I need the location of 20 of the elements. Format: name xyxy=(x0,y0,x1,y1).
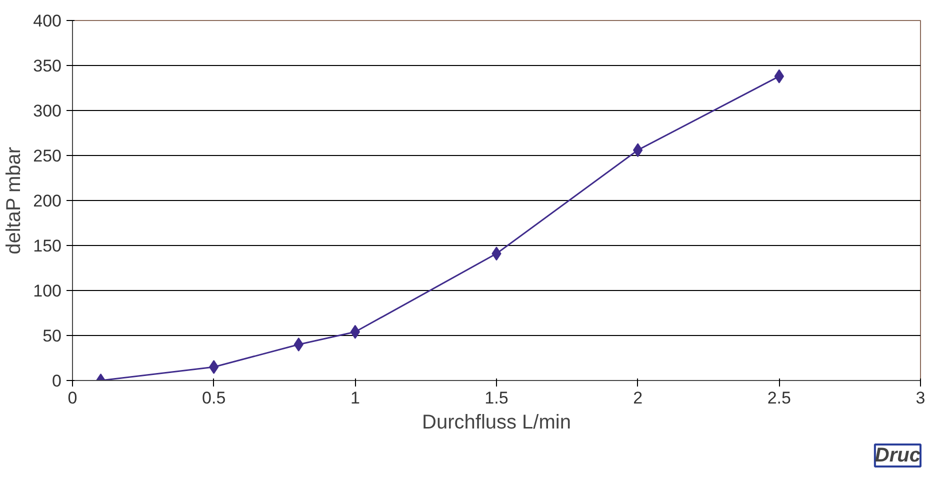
y-tick-label: 250 xyxy=(33,146,62,166)
point xyxy=(294,338,304,352)
y-tick-label: 100 xyxy=(33,282,62,300)
x-axis-title: Durchfluss L/min xyxy=(422,412,571,434)
y-axis-title: deltaP mbar xyxy=(3,146,26,254)
x-tick-label: 2.5 xyxy=(767,388,791,408)
y-tick-label: 0 xyxy=(52,372,62,390)
x-tick-label: 2 xyxy=(633,388,643,408)
y-tick-label: 200 xyxy=(33,192,62,210)
y-tick-label: 50 xyxy=(42,326,62,346)
y-tick-label: 300 xyxy=(33,102,62,120)
point xyxy=(209,360,219,374)
x-tick-label: 3 xyxy=(916,388,926,408)
y-tick-label: 400 xyxy=(33,12,62,30)
y-tick-label: 350 xyxy=(33,56,62,76)
y-tick-label: 150 xyxy=(33,236,62,256)
x-tick-label: 0.5 xyxy=(202,388,226,408)
x-tick-label: 0 xyxy=(68,388,78,408)
x-tick-label: 1 xyxy=(350,388,360,408)
x-tick-label: 1.5 xyxy=(484,388,508,408)
